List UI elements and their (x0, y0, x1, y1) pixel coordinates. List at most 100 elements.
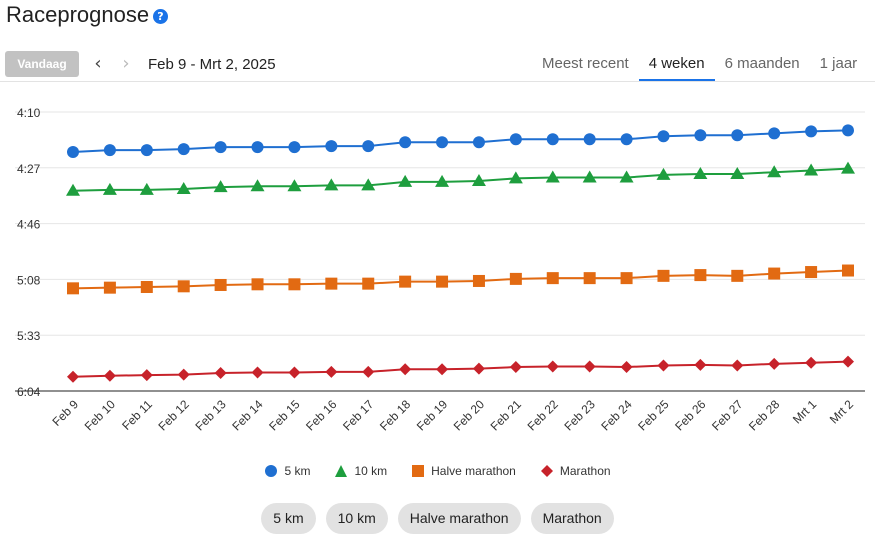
data-point[interactable] (472, 274, 485, 287)
data-point[interactable] (177, 280, 190, 293)
data-point[interactable] (842, 355, 854, 368)
data-point[interactable] (582, 170, 597, 183)
data-point[interactable] (730, 166, 745, 179)
data-point[interactable] (140, 369, 153, 382)
filter-10km-button[interactable]: 10 km (325, 503, 388, 534)
data-point[interactable] (657, 130, 670, 143)
data-point[interactable] (841, 161, 855, 174)
data-point[interactable] (657, 269, 670, 282)
data-point[interactable] (731, 269, 744, 282)
chevron-right-icon[interactable]: › (122, 53, 130, 74)
data-point[interactable] (731, 359, 744, 372)
data-point[interactable] (805, 266, 818, 279)
data-point[interactable] (399, 275, 412, 288)
data-point[interactable] (471, 174, 486, 187)
data-point[interactable] (583, 133, 596, 146)
data-point[interactable] (177, 368, 190, 381)
data-point[interactable] (804, 163, 819, 176)
data-point[interactable] (694, 269, 707, 282)
data-point[interactable] (546, 360, 559, 373)
data-point[interactable] (140, 280, 153, 293)
data-point[interactable] (325, 365, 338, 378)
data-point[interactable] (398, 174, 413, 187)
data-point[interactable] (620, 361, 633, 374)
data-point[interactable] (288, 278, 301, 291)
data-point[interactable] (324, 178, 339, 191)
data-point[interactable] (399, 363, 412, 376)
data-point[interactable] (251, 278, 264, 291)
data-point[interactable] (325, 277, 338, 290)
data-point[interactable] (103, 144, 116, 157)
data-point[interactable] (287, 179, 302, 192)
data-point[interactable] (362, 365, 375, 378)
data-point[interactable] (656, 167, 671, 180)
data-point[interactable] (103, 369, 116, 382)
data-point[interactable] (214, 141, 227, 154)
chevron-left-icon[interactable]: ‹ (94, 53, 102, 74)
data-point[interactable] (620, 133, 633, 146)
data-point[interactable] (435, 174, 450, 187)
filter-halve-marathon-button[interactable]: Halve marathon (397, 503, 521, 534)
data-point[interactable] (472, 136, 485, 149)
data-point[interactable] (620, 272, 633, 285)
filter-marathon-button[interactable]: Marathon (530, 503, 614, 534)
data-point[interactable] (177, 143, 190, 156)
data-point[interactable] (176, 181, 191, 194)
data-point[interactable] (545, 170, 560, 183)
question-circle-icon[interactable]: ? (153, 9, 168, 24)
data-point[interactable] (731, 129, 744, 142)
data-point[interactable] (619, 170, 634, 183)
data-point[interactable] (546, 133, 559, 146)
data-point[interactable] (693, 166, 708, 179)
data-point[interactable] (842, 264, 854, 277)
data-point[interactable] (66, 183, 80, 196)
data-point[interactable] (509, 272, 522, 285)
data-point[interactable] (288, 141, 301, 154)
tab-4-weken[interactable]: 4 weken (638, 52, 715, 81)
data-point[interactable] (214, 278, 227, 291)
legend-item-5km[interactable]: 5 km (264, 464, 310, 478)
data-point[interactable] (361, 178, 376, 191)
tab-1-jaar[interactable]: 1 jaar (819, 55, 858, 72)
data-point[interactable] (805, 125, 818, 138)
data-point[interactable] (67, 146, 79, 159)
legend-item-halve-marathon[interactable]: Halve marathon (411, 464, 516, 478)
data-point[interactable] (436, 136, 449, 149)
data-point[interactable] (583, 272, 596, 285)
legend-item-10km[interactable]: 10 km (334, 464, 387, 478)
tab-meest-recent[interactable]: Meest recent (542, 55, 629, 72)
data-point[interactable] (509, 133, 522, 146)
data-point[interactable] (399, 136, 412, 149)
data-point[interactable] (214, 367, 227, 379)
data-point[interactable] (768, 267, 781, 280)
data-point[interactable] (657, 359, 670, 372)
data-point[interactable] (694, 358, 707, 371)
data-point[interactable] (67, 282, 79, 295)
data-point[interactable] (472, 362, 485, 375)
data-point[interactable] (103, 281, 116, 294)
data-point[interactable] (508, 171, 523, 184)
data-point[interactable] (251, 366, 264, 379)
data-point[interactable] (768, 357, 781, 370)
data-point[interactable] (213, 180, 228, 193)
data-point[interactable] (362, 140, 375, 153)
data-point[interactable] (842, 124, 854, 137)
data-point[interactable] (139, 182, 154, 195)
data-point[interactable] (362, 277, 375, 290)
data-point[interactable] (509, 361, 522, 374)
data-point[interactable] (768, 127, 781, 140)
legend-item-marathon[interactable]: Marathon (540, 464, 611, 478)
data-point[interactable] (140, 144, 153, 157)
data-point[interactable] (250, 179, 265, 192)
data-point[interactable] (325, 140, 338, 153)
filter-5km-button[interactable]: 5 km (261, 503, 316, 534)
data-point[interactable] (694, 129, 707, 142)
data-point[interactable] (67, 370, 79, 383)
data-point[interactable] (436, 363, 449, 376)
today-button[interactable]: Vandaag (5, 51, 79, 77)
tab-6-maanden[interactable]: 6 maanden (724, 55, 800, 72)
data-point[interactable] (436, 275, 449, 288)
data-point[interactable] (251, 141, 264, 154)
data-point[interactable] (805, 356, 818, 369)
data-point[interactable] (102, 182, 117, 195)
